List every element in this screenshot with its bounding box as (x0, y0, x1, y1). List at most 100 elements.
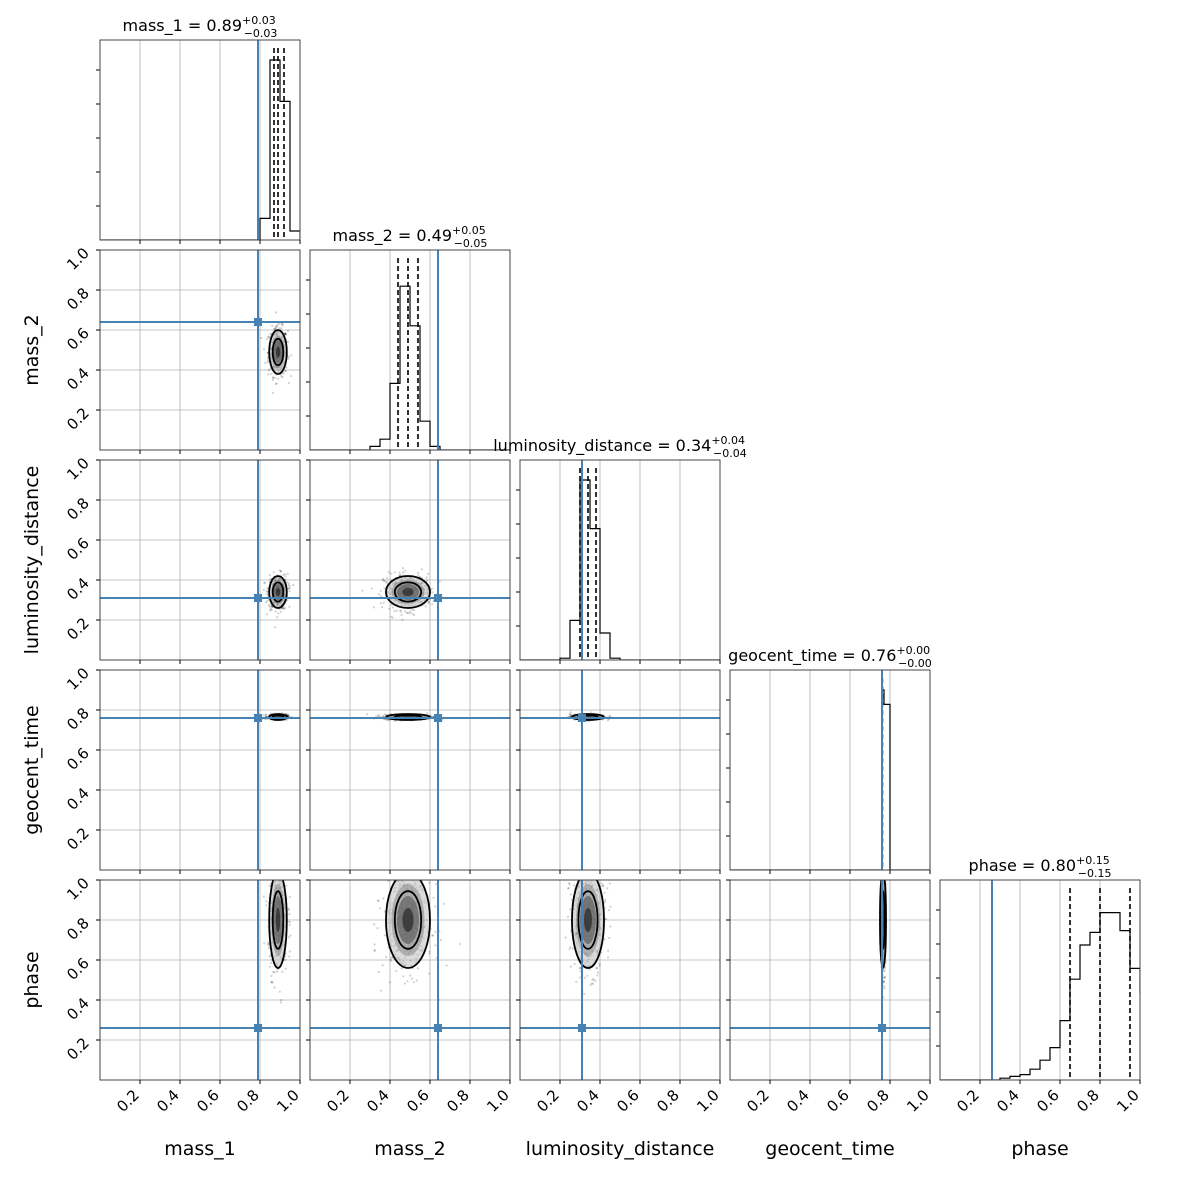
posterior-sample (288, 587, 291, 590)
posterior-sample (278, 327, 281, 330)
posterior-sample (274, 610, 277, 613)
posterior-sample (284, 332, 287, 335)
posterior-sample (427, 602, 430, 605)
posterior-sample (583, 976, 587, 979)
posterior-sample (377, 971, 380, 974)
posterior-sample (385, 582, 388, 585)
x-tick-label: 1.0 (903, 1086, 933, 1116)
posterior-sample (586, 974, 589, 977)
panel-phase-vs-mass_1: 0.2 0.4 0.6 0.8 1.0 0.2 0.4 0.6 0.8 1.0 (63, 861, 303, 1116)
posterior-sample (426, 712, 429, 715)
posterior-sample (428, 881, 431, 884)
posterior-sample (284, 333, 287, 336)
posterior-sample (287, 714, 290, 717)
posterior-sample (410, 977, 414, 980)
posterior-sample (591, 982, 595, 985)
x-tick-label: 0.6 (403, 1086, 433, 1116)
posterior-sample (270, 974, 273, 978)
posterior-sample (281, 322, 284, 325)
posterior-sample (388, 981, 392, 984)
posterior-sample (284, 333, 287, 336)
y-tick-label: 1.0 (63, 664, 93, 694)
panel-luminosity_distance-vs-luminosity_distance: luminosity_distance = 0.34+0.04 −0.04 (493, 434, 747, 664)
x-axis-label-phase: phase (1011, 1138, 1068, 1160)
posterior-sample (385, 956, 388, 959)
panel-frame (729, 879, 931, 1081)
posterior-sample (582, 873, 584, 875)
posterior-sample (282, 606, 285, 610)
density-contour (271, 337, 285, 367)
posterior-sample (880, 875, 882, 877)
panel-geocent_time-vs-mass_2 (306, 669, 511, 874)
posterior-sample (288, 896, 291, 899)
truth-marker (254, 594, 262, 602)
posterior-sample (290, 354, 293, 357)
posterior-sample (416, 857, 418, 859)
posterior-sample (283, 332, 286, 335)
panel-phase-vs-phase: phase = 0.80+0.15 −0.15 0.2 0.4 0.6 0.8 1.0 (936, 854, 1143, 1116)
posterior-sample (376, 927, 379, 930)
posterior-sample (432, 896, 435, 899)
panel-plot-area (310, 250, 510, 450)
posterior-sample (438, 580, 441, 583)
posterior-sample (405, 611, 408, 615)
posterior-sample (267, 861, 269, 863)
density-fill (275, 908, 281, 932)
posterior-sample (279, 1001, 283, 1004)
posterior-sample (273, 877, 275, 879)
posterior-sample (264, 713, 267, 717)
posterior-sample (283, 573, 286, 576)
density-contour (571, 880, 605, 969)
posterior-sample (883, 976, 886, 979)
posterior-sample (263, 582, 266, 585)
posterior-sample (287, 714, 290, 718)
posterior-sample (288, 923, 291, 926)
posterior-sample (287, 908, 290, 911)
posterior-sample (390, 603, 393, 606)
posterior-sample (568, 883, 571, 886)
posterior-sample (578, 967, 582, 970)
posterior-sample (882, 985, 886, 988)
x-tick-label: 0.8 (443, 1086, 473, 1116)
posterior-sample (379, 595, 383, 598)
posterior-sample (268, 335, 271, 338)
posterior-sample (266, 361, 269, 364)
posterior-sample (428, 950, 431, 953)
posterior-sample (287, 341, 290, 344)
panel-frame (309, 879, 511, 1081)
posterior-sample (882, 877, 884, 879)
posterior-sample (434, 944, 437, 947)
panel-plot-area (310, 460, 510, 660)
y-tick-label: 0.2 (63, 824, 93, 854)
posterior-sample (579, 873, 581, 875)
density-contour (268, 575, 288, 609)
posterior-sample (400, 613, 403, 617)
posterior-sample (266, 357, 270, 360)
posterior-sample (366, 713, 369, 716)
posterior-sample (281, 324, 284, 327)
density-fill (275, 588, 281, 596)
posterior-sample (286, 573, 289, 576)
posterior-sample (884, 976, 887, 979)
posterior-sample (403, 982, 407, 985)
posterior-sample (607, 909, 611, 912)
posterior-sample (416, 870, 418, 872)
y-axis-label-luminosity_distance: luminosity_distance (21, 466, 43, 655)
posterior-sample (883, 976, 886, 979)
histogram-mass_2 (310, 285, 510, 450)
posterior-sample (268, 605, 271, 608)
posterior-sample (883, 987, 886, 990)
posterior-sample (273, 986, 276, 989)
posterior-sample (280, 375, 283, 378)
posterior-sample (606, 719, 610, 722)
posterior-sample (278, 569, 281, 572)
posterior-sample (275, 325, 278, 328)
posterior-sample (883, 969, 886, 972)
x-tick-label: 0.6 (823, 1086, 853, 1116)
posterior-sample (609, 925, 612, 928)
x-tick-label: 0.4 (153, 1086, 183, 1116)
posterior-sample (263, 942, 266, 945)
posterior-sample (428, 952, 431, 955)
posterior-sample (431, 603, 434, 606)
posterior-sample (272, 571, 275, 574)
